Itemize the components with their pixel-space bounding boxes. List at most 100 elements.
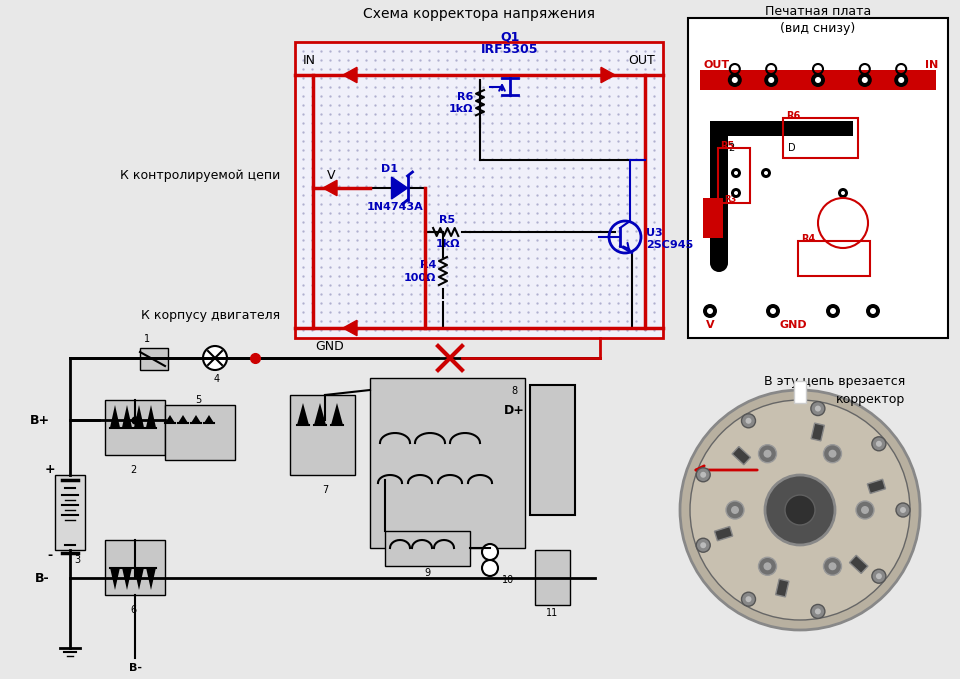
Circle shape (482, 560, 498, 576)
Bar (385, 531, 470, 566)
Circle shape (894, 73, 908, 87)
Circle shape (770, 308, 776, 314)
Circle shape (876, 441, 882, 447)
Bar (165, 405, 235, 460)
Circle shape (768, 77, 774, 83)
Text: 1N4743A: 1N4743A (367, 202, 424, 212)
Polygon shape (323, 181, 337, 196)
Polygon shape (297, 403, 309, 425)
Polygon shape (110, 405, 120, 428)
Circle shape (710, 254, 728, 272)
Circle shape (696, 468, 710, 482)
Text: 7: 7 (322, 485, 328, 495)
Circle shape (866, 304, 880, 318)
Circle shape (811, 401, 825, 416)
Circle shape (726, 501, 744, 519)
Polygon shape (134, 405, 144, 428)
Circle shape (764, 73, 779, 87)
Circle shape (858, 73, 872, 87)
Polygon shape (343, 320, 357, 335)
Bar (710, 121, 853, 136)
Circle shape (896, 503, 910, 517)
Circle shape (741, 414, 756, 428)
Text: R5: R5 (440, 215, 456, 225)
Bar (718, 148, 750, 203)
Text: B-: B- (36, 572, 50, 585)
Circle shape (764, 171, 768, 175)
Text: D+: D+ (504, 403, 525, 416)
Bar (535, 550, 570, 605)
Text: 3: 3 (74, 555, 80, 565)
Circle shape (856, 501, 874, 519)
Circle shape (203, 346, 227, 370)
Circle shape (824, 557, 842, 575)
Circle shape (700, 472, 707, 478)
Circle shape (758, 557, 777, 575)
Text: +: + (45, 463, 56, 476)
Circle shape (734, 171, 738, 175)
Polygon shape (178, 415, 188, 423)
Text: Q1: Q1 (500, 30, 519, 43)
Bar (105, 400, 165, 455)
Text: U3: U3 (646, 228, 662, 238)
Bar (798, 241, 870, 276)
Bar (370, 378, 525, 548)
Text: GND: GND (315, 340, 344, 353)
Text: R6: R6 (786, 111, 801, 121)
Circle shape (811, 73, 825, 87)
Text: -: - (47, 549, 53, 562)
Circle shape (707, 308, 713, 314)
Text: B+: B+ (30, 414, 50, 426)
Bar (783, 118, 858, 158)
Polygon shape (331, 403, 343, 425)
Text: 2SC945: 2SC945 (646, 240, 693, 250)
Bar (105, 540, 165, 595)
Polygon shape (122, 405, 132, 428)
Circle shape (815, 405, 821, 411)
Text: 100Ω: 100Ω (403, 273, 436, 282)
Polygon shape (204, 415, 214, 423)
Circle shape (841, 191, 845, 195)
Text: 1: 1 (144, 334, 150, 344)
Circle shape (870, 308, 876, 314)
Polygon shape (343, 67, 357, 83)
Text: 10: 10 (502, 575, 515, 585)
Bar (811, 423, 825, 441)
Bar (794, 381, 806, 403)
Text: Схема корректора напряжения: Схема корректора напряжения (363, 7, 595, 21)
Circle shape (763, 562, 772, 570)
Bar (688, 18, 948, 338)
Circle shape (900, 507, 906, 513)
Text: 6: 6 (130, 605, 136, 615)
Circle shape (811, 604, 825, 619)
Polygon shape (134, 568, 144, 590)
Circle shape (731, 168, 741, 178)
Bar (55, 475, 85, 550)
Circle shape (876, 573, 882, 579)
Polygon shape (165, 415, 175, 423)
Text: V: V (327, 169, 335, 182)
Text: GND: GND (780, 320, 807, 330)
Polygon shape (122, 568, 132, 590)
Circle shape (741, 592, 756, 606)
Polygon shape (146, 568, 156, 590)
Text: 1kΩ: 1kΩ (435, 239, 460, 249)
Bar (140, 348, 168, 370)
Polygon shape (191, 415, 201, 423)
Circle shape (746, 596, 752, 602)
Text: V: V (706, 320, 714, 330)
Circle shape (830, 308, 836, 314)
Bar (530, 385, 575, 515)
Circle shape (746, 418, 752, 424)
Text: 5: 5 (195, 395, 202, 405)
Bar (700, 70, 936, 90)
Circle shape (838, 188, 848, 198)
Bar (776, 579, 789, 597)
Circle shape (731, 188, 741, 198)
Circle shape (761, 168, 771, 178)
Circle shape (680, 390, 920, 630)
Text: IRF5305: IRF5305 (481, 43, 539, 56)
Text: 2: 2 (728, 143, 734, 153)
Text: R6: R6 (457, 92, 473, 103)
Polygon shape (601, 67, 615, 83)
